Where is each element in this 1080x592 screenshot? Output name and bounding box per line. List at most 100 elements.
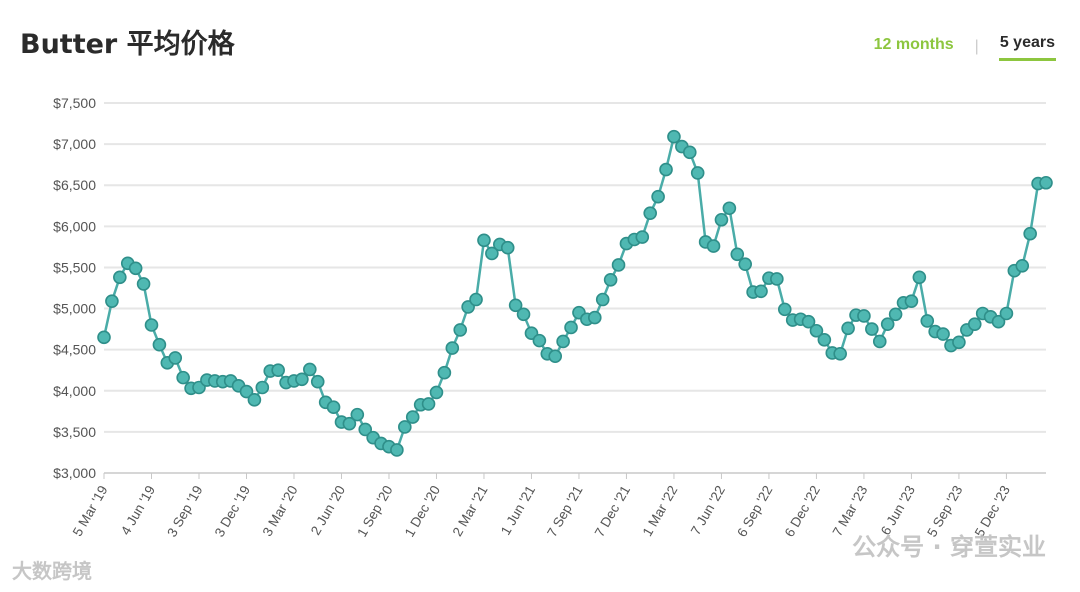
x-tick-label: 3 Dec '19 <box>212 483 253 540</box>
data-point[interactable] <box>738 257 752 271</box>
data-point[interactable] <box>516 307 531 322</box>
data-point[interactable] <box>651 189 665 204</box>
data-point[interactable] <box>595 292 610 307</box>
data-point[interactable] <box>405 410 420 424</box>
data-point[interactable] <box>857 309 871 323</box>
data-point[interactable] <box>714 212 729 227</box>
data-point[interactable] <box>239 384 254 399</box>
data-point[interactable] <box>556 334 570 349</box>
data-point[interactable] <box>904 294 919 308</box>
data-point[interactable] <box>690 166 705 180</box>
data-point[interactable] <box>920 314 935 328</box>
series-line-group <box>102 135 1047 452</box>
data-point[interactable] <box>841 321 855 336</box>
page-title: Butter 平均价格 <box>20 29 235 60</box>
data-point[interactable] <box>936 327 950 341</box>
data-point[interactable] <box>390 443 404 457</box>
data-point[interactable] <box>603 272 618 287</box>
x-tick-label: 7 Jun '22 <box>688 483 728 538</box>
data-point[interactable] <box>809 323 824 338</box>
data-point[interactable] <box>706 239 721 253</box>
data-point[interactable] <box>271 363 285 378</box>
data-point[interactable] <box>865 322 879 336</box>
data-point[interactable] <box>754 284 768 299</box>
x-tick-label: 7 Sep '21 <box>544 483 585 540</box>
data-point[interactable] <box>97 330 111 345</box>
data-point[interactable] <box>445 341 460 355</box>
data-point[interactable] <box>429 385 444 400</box>
data-point[interactable] <box>548 349 563 364</box>
data-point[interactable] <box>1015 258 1030 273</box>
data-point[interactable] <box>635 230 650 244</box>
data-point[interactable] <box>611 258 626 272</box>
x-tick-label: 1 Mar '22 <box>640 483 681 539</box>
x-tick-label: 3 Sep '19 <box>164 483 205 540</box>
data-point[interactable] <box>398 420 412 434</box>
data-point[interactable] <box>342 416 357 431</box>
data-point[interactable] <box>730 247 745 262</box>
data-point[interactable] <box>105 294 119 308</box>
y-axis-ticks: $3,000 $3,500 $4,000 $4,500 $5,000 $5,500 $6,0… <box>53 95 96 481</box>
data-point[interactable] <box>421 397 436 411</box>
y-tick-label: $7,000 <box>53 136 96 152</box>
data-point[interactable] <box>722 201 737 216</box>
data-point[interactable] <box>659 162 673 177</box>
data-point[interactable] <box>999 306 1014 321</box>
data-point[interactable] <box>485 246 499 261</box>
data-point[interactable] <box>453 323 468 337</box>
tab-5-years[interactable]: 5 years <box>998 32 1056 61</box>
y-tick-label: $6,000 <box>53 218 96 234</box>
data-point[interactable] <box>303 362 317 377</box>
data-point[interactable] <box>350 407 365 422</box>
data-point[interactable] <box>801 314 816 329</box>
data-point[interactable] <box>833 346 847 361</box>
x-tick-label: 1 Dec '20 <box>402 483 443 540</box>
data-point[interactable] <box>500 240 515 255</box>
data-point[interactable] <box>136 277 151 291</box>
x-tick-label: 4 Jun '19 <box>118 483 158 538</box>
data-point[interactable] <box>508 298 523 313</box>
data-point[interactable] <box>1039 175 1053 190</box>
data-point[interactable] <box>295 372 309 387</box>
data-point[interactable] <box>817 332 832 347</box>
tab-12-months[interactable]: 12 months <box>873 35 954 53</box>
data-point[interactable] <box>564 320 578 335</box>
data-point[interactable] <box>326 400 341 415</box>
x-tick-label: 5 Mar '19 <box>70 483 111 539</box>
data-point[interactable] <box>587 310 602 325</box>
data-point[interactable] <box>310 374 325 389</box>
data-point[interactable] <box>952 335 966 350</box>
data-point[interactable] <box>643 206 658 220</box>
data-point[interactable] <box>247 393 262 407</box>
data-point[interactable] <box>469 292 483 307</box>
data-point[interactable] <box>667 129 681 144</box>
data-point[interactable] <box>991 314 1006 329</box>
data-point[interactable] <box>777 302 792 317</box>
data-point[interactable] <box>358 422 373 437</box>
data-point[interactable] <box>477 233 491 248</box>
data-point[interactable] <box>532 333 547 348</box>
data-point[interactable] <box>255 380 270 395</box>
data-point[interactable] <box>888 307 903 322</box>
y-tick-label: $5,000 <box>53 301 96 317</box>
data-point[interactable] <box>682 145 697 160</box>
data-point[interactable] <box>128 261 143 276</box>
data-point[interactable] <box>872 334 887 349</box>
data-point[interactable] <box>880 317 895 331</box>
x-tick-label: 6 Dec '22 <box>782 483 823 540</box>
data-point[interactable] <box>912 270 927 285</box>
y-tick-label: $3,000 <box>53 465 96 481</box>
data-point[interactable] <box>152 337 167 352</box>
data-point[interactable] <box>113 270 127 285</box>
data-point[interactable] <box>967 317 982 331</box>
data-point[interactable] <box>437 365 452 380</box>
y-tick-label: $5,500 <box>53 259 96 275</box>
y-tick-label: $3,500 <box>53 424 96 440</box>
data-point[interactable] <box>770 272 784 286</box>
data-point[interactable] <box>176 370 190 385</box>
data-point[interactable] <box>168 351 183 365</box>
watermark-right: 公众号 · 穿萱实业 <box>852 533 1046 561</box>
data-point[interactable] <box>144 318 159 332</box>
data-point[interactable] <box>1023 226 1037 241</box>
